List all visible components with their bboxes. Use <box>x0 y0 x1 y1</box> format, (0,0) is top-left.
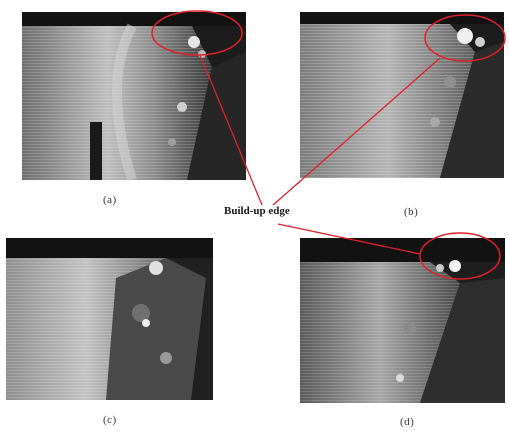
build-up-edge-label: Build-up edge <box>222 205 292 217</box>
caption-d: (d) <box>400 416 415 428</box>
micrograph-d <box>300 238 505 403</box>
caption-b: (b) <box>404 206 419 218</box>
micrograph-b <box>300 12 504 178</box>
caption-c: (c) <box>103 414 117 426</box>
micrograph-c <box>6 238 213 400</box>
micrograph-a <box>22 12 246 180</box>
caption-a: (a) <box>103 194 117 206</box>
